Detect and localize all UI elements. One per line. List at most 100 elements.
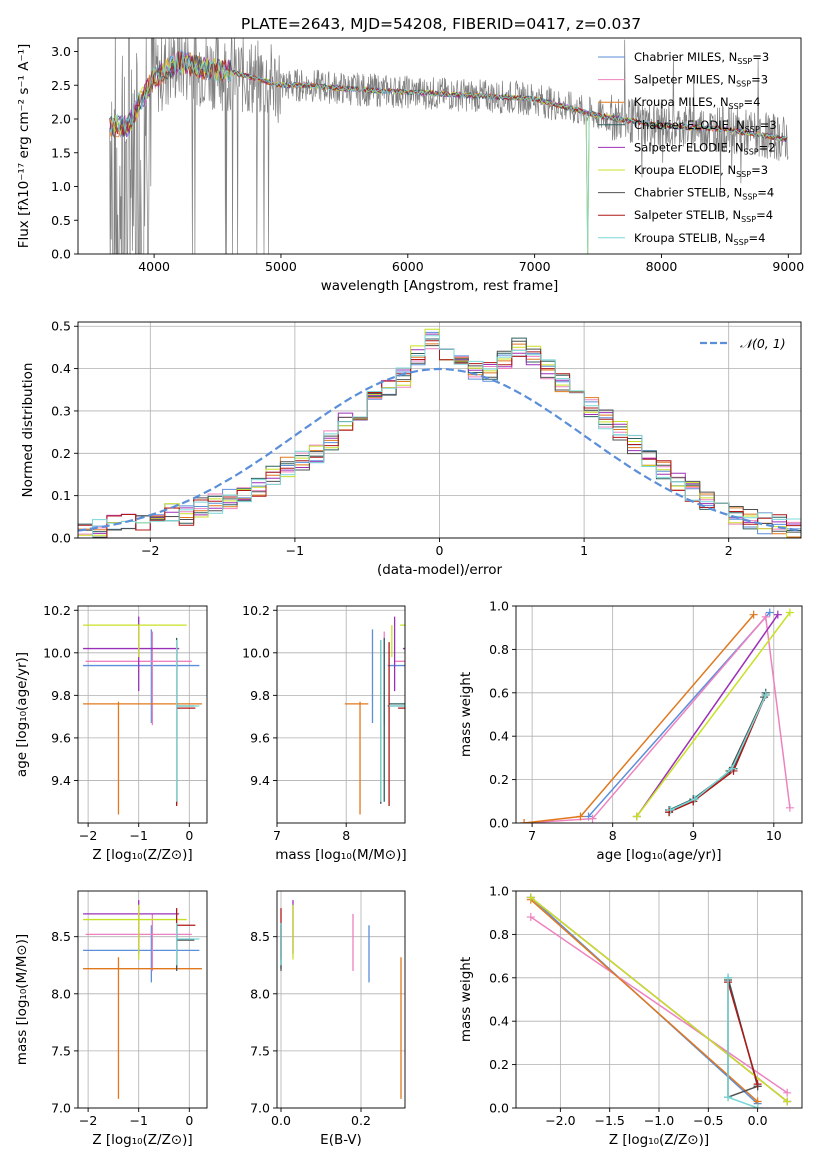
y-tick-label: 9.6 bbox=[250, 730, 270, 745]
y-tick-label: 9.8 bbox=[51, 688, 71, 703]
x-tick-label: 2 bbox=[725, 543, 733, 558]
age-vs-Z-axes-marks bbox=[83, 616, 202, 815]
plus-marker bbox=[724, 1093, 733, 1102]
mass-weight-line bbox=[668, 694, 767, 813]
x-axis-label: Z [log₁₀(Z/Z⊙)] bbox=[92, 1132, 192, 1148]
y-tick-label: 8.5 bbox=[51, 929, 71, 944]
y-tick-label: 0.2 bbox=[51, 446, 71, 461]
legend-label: Salpeter MILES, NSSP=3 bbox=[634, 73, 768, 89]
y-tick-label: 0.4 bbox=[489, 1014, 509, 1029]
plus-marker bbox=[727, 764, 736, 773]
mass-vs-Z-axes-marks bbox=[83, 900, 202, 1099]
x-tick-label: −1.0 bbox=[644, 1113, 674, 1128]
mass-weight-line bbox=[524, 614, 755, 823]
plus-marker bbox=[765, 608, 774, 617]
legend-sub: SSP bbox=[734, 238, 749, 247]
y-tick-label: 9.6 bbox=[51, 730, 71, 745]
age-vs-mass-axes: 7 8 9.4 9.6 9.8 10.0 10.2 mass [log₁₀(M/M⊙)] bbox=[242, 603, 407, 863]
x-axis-label: E(B-V) bbox=[320, 1132, 362, 1148]
y-tick-label: 9.4 bbox=[51, 773, 71, 788]
y-tick-label: 9.8 bbox=[250, 688, 270, 703]
plus-marker bbox=[761, 612, 770, 621]
legend-label: Salpeter STELIB, NSSP=4 bbox=[634, 208, 773, 224]
plot-layer: 4000 5000 6000 7000 8000 90000.00.51.01.52.02… bbox=[14, 37, 804, 1148]
x-tick-label: −2 bbox=[141, 543, 159, 558]
y-tick-label: 0.0 bbox=[489, 1101, 509, 1116]
y-tick-label: 0.2 bbox=[489, 1057, 509, 1072]
x-tick-label: 4000 bbox=[138, 259, 170, 274]
plus-marker bbox=[753, 1080, 762, 1089]
plus-marker bbox=[632, 812, 641, 821]
x-axis-label: mass [log₁₀(M/M⊙)] bbox=[275, 847, 406, 863]
legend-label: Salpeter ELODIE, NSSP=2 bbox=[634, 140, 776, 156]
legend-label: Kroupa ELODIE, NSSP=3 bbox=[634, 163, 768, 179]
y-tick-label: 0.4 bbox=[489, 729, 509, 744]
x-tick-label: 9000 bbox=[772, 259, 804, 274]
massweight-vs-Z-axes-marks bbox=[526, 893, 792, 1108]
x-tick-label: 7000 bbox=[519, 259, 551, 274]
legend-value: =4 bbox=[749, 231, 766, 245]
figure-title: PLATE=2643, MJD=54208, FIBERID=0417, z=0… bbox=[241, 15, 641, 33]
y-tick-label: 10.0 bbox=[43, 645, 71, 660]
y-tick-label: 0.8 bbox=[489, 927, 509, 942]
legend-label: Chabrier MILES, NSSP=3 bbox=[634, 50, 769, 66]
x-tick-label: 8000 bbox=[646, 259, 678, 274]
legend-value: =4 bbox=[756, 208, 773, 222]
y-tick-label: 0.6 bbox=[489, 685, 509, 700]
axes-frame bbox=[276, 605, 406, 824]
legend-sub: SSP bbox=[741, 215, 756, 224]
y-axis-label: mass [log₁₀(M/M⊙)] bbox=[14, 934, 30, 1065]
spectrum-axes-marks bbox=[109, 38, 789, 254]
legend-value: =3 bbox=[751, 163, 768, 177]
mass-weight-line bbox=[670, 694, 767, 811]
axes-frame bbox=[77, 37, 802, 255]
x-axis-label: (data-model)/error bbox=[377, 562, 503, 578]
plus-marker bbox=[785, 608, 794, 617]
mass-vs-ebv-axes: 0.0 0.2 7.0 7.5 8.0 8.5 E(B-V) bbox=[250, 890, 406, 1148]
y-axis-label: mass weight bbox=[458, 672, 474, 757]
plus-marker bbox=[526, 893, 535, 902]
mass-weight-line bbox=[524, 615, 791, 823]
x-tick-label: −1 bbox=[129, 1113, 147, 1128]
plus-marker bbox=[576, 812, 585, 821]
y-axis-label: Flux [fλ10⁻¹⁷ erg cm⁻² s⁻¹ A⁻¹] bbox=[16, 44, 32, 249]
y-tick-label: 10.2 bbox=[242, 603, 270, 618]
massweight-vs-age-axes-marks bbox=[520, 608, 794, 823]
x-tick-label: 0 bbox=[185, 1113, 193, 1128]
x-tick-label: −2 bbox=[79, 828, 97, 843]
age-vs-mass-axes-marks bbox=[344, 616, 405, 815]
plus-marker bbox=[773, 610, 782, 619]
y-tick-label: 1.0 bbox=[489, 599, 509, 614]
residual-axes-marks bbox=[78, 328, 801, 538]
x-tick-label: −1 bbox=[286, 543, 304, 558]
legend-label: Kroupa STELIB, NSSP=4 bbox=[634, 231, 765, 247]
axes-frame bbox=[77, 605, 208, 824]
y-tick-label: 8.0 bbox=[51, 986, 71, 1001]
mass-vs-ebv-axes-marks bbox=[280, 900, 402, 1099]
y-tick-label: 7.5 bbox=[250, 1043, 270, 1058]
model-spectrum-line bbox=[109, 53, 788, 254]
mass-weight-line bbox=[530, 896, 788, 1103]
y-tick-label: 0.4 bbox=[51, 361, 71, 376]
y-tick-label: 0.0 bbox=[51, 531, 71, 546]
legend-label: 𝒩(0, 1) bbox=[740, 336, 786, 351]
plus-marker bbox=[785, 803, 794, 812]
normal-curve bbox=[78, 367, 801, 532]
plus-marker bbox=[783, 1097, 792, 1106]
x-tick-label: 5000 bbox=[265, 259, 297, 274]
mass-weight-line bbox=[530, 899, 759, 1103]
x-tick-label: −2.0 bbox=[545, 1113, 575, 1128]
axes-frame bbox=[276, 890, 406, 1109]
x-tick-label: −2 bbox=[79, 1113, 97, 1128]
x-axis-label: wavelength [Angstrom, rest frame] bbox=[321, 278, 559, 294]
x-axis-label: age [log₁₀(age/yr)] bbox=[596, 847, 721, 863]
y-tick-label: 0.0 bbox=[51, 247, 71, 262]
y-tick-label: 0.5 bbox=[51, 213, 71, 228]
x-tick-label: 6000 bbox=[392, 259, 424, 274]
legend-value: =3 bbox=[751, 73, 768, 87]
y-tick-label: 1.0 bbox=[489, 884, 509, 899]
y-tick-label: 0.0 bbox=[489, 816, 509, 831]
y-axis-label: age [log₁₀(age/yr)] bbox=[14, 652, 30, 777]
histogram-step bbox=[78, 335, 801, 538]
legend-sub: SSP bbox=[736, 80, 751, 89]
